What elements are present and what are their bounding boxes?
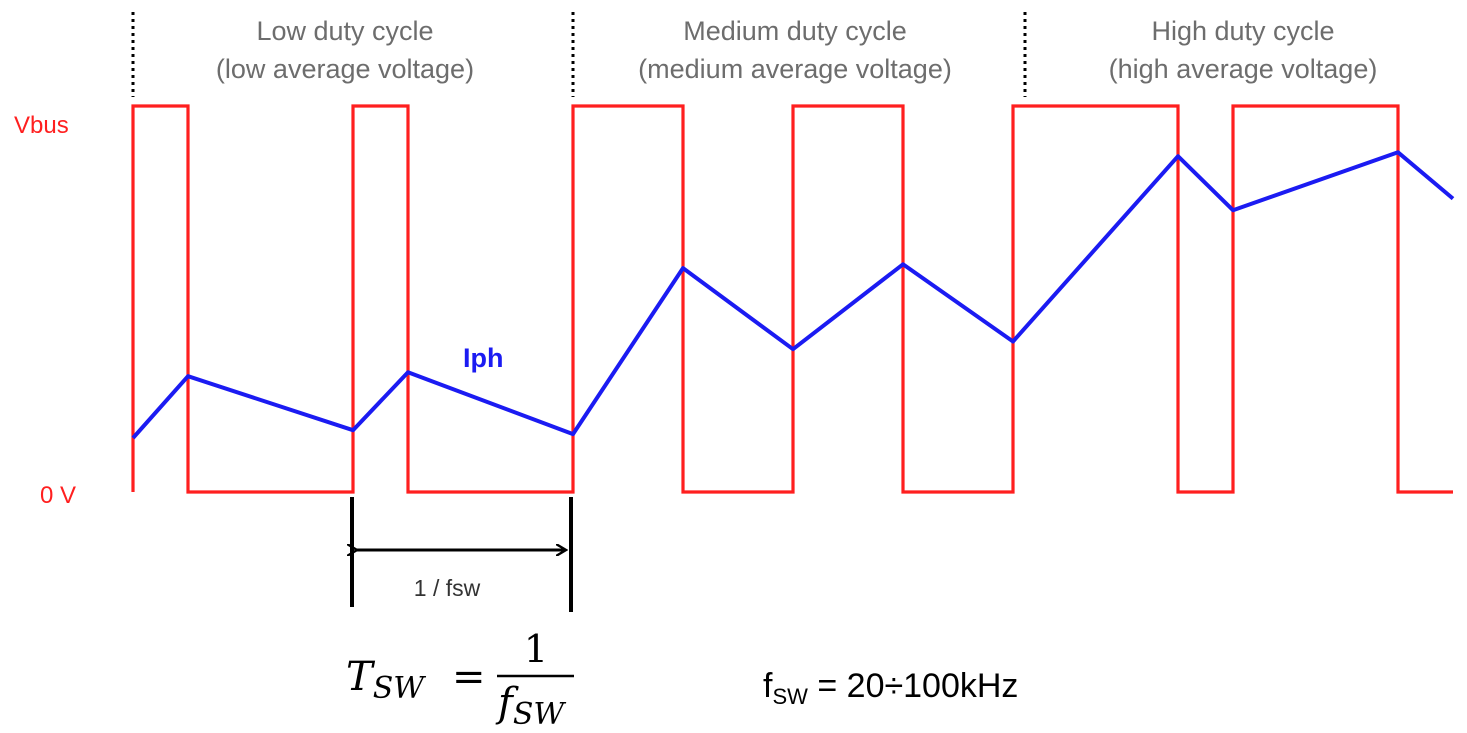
formula-numerator: 1 <box>524 627 548 671</box>
header-low-line1: Low duty cycle <box>256 16 433 46</box>
iph-waveform <box>131 150 1455 440</box>
formula-denominator: fSW <box>495 680 566 732</box>
header-high-line2: (high average voltage) <box>1109 54 1378 84</box>
formula-lhs: TSW <box>346 654 426 706</box>
header-low-line2: (low average voltage) <box>216 54 474 84</box>
vbus-waveform <box>131 104 1453 494</box>
zero-volt-label: 0 V <box>40 482 76 509</box>
header-high-line1: High duty cycle <box>1151 16 1334 46</box>
iph-label: Iph <box>463 343 504 373</box>
header-medium-line2: (medium average voltage) <box>638 54 952 84</box>
vbus-label: Vbus <box>14 112 69 139</box>
formula-equals: = <box>452 654 486 700</box>
period-formula: TSW = 1 fSW <box>346 627 574 732</box>
fsw-range: fSW = 20÷100kHz <box>763 667 1018 709</box>
header-medium-line1: Medium duty cycle <box>683 16 907 46</box>
period-label: 1 / fsw <box>414 575 481 601</box>
